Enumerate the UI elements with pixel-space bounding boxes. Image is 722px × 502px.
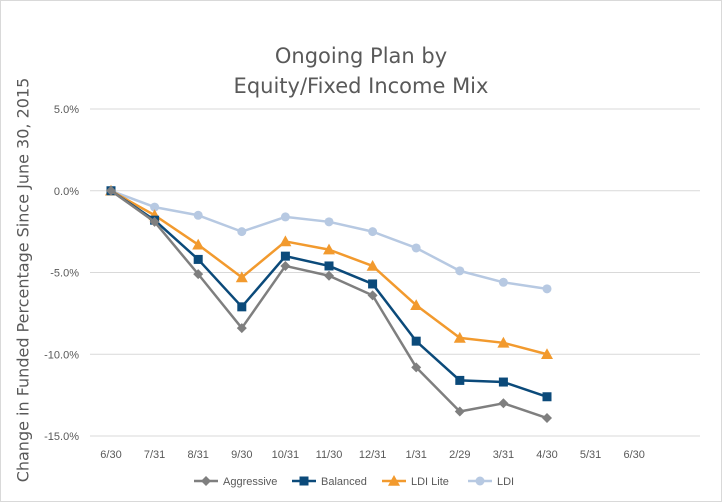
data-point-ldi-lite — [453, 331, 466, 343]
data-point-aggressive — [411, 362, 422, 373]
data-point-ldi — [280, 212, 290, 222]
data-point-ldi-lite — [497, 336, 510, 348]
x-tick-label: 6/30 — [100, 449, 121, 461]
legend-marker-ldi-lite — [388, 475, 400, 486]
y-tick-label: -5.0% — [50, 268, 79, 280]
data-point-ldi — [324, 217, 334, 227]
data-point-aggressive — [193, 269, 204, 280]
data-point-ldi — [411, 243, 421, 253]
chart-title-line-1: Ongoing Plan by — [274, 44, 448, 68]
data-point-balanced — [455, 375, 465, 385]
data-point-balanced — [280, 251, 290, 261]
data-point-ldi-lite — [323, 243, 335, 255]
x-tick-label: 8/31 — [187, 449, 208, 461]
legend-marker-ldi — [475, 476, 485, 486]
x-tick-label: 10/31 — [272, 449, 300, 461]
x-tick-label: 1/31 — [405, 449, 426, 461]
data-point-balanced — [193, 254, 203, 264]
data-point-balanced — [411, 336, 421, 346]
x-tick-label: 6/30 — [623, 449, 644, 461]
data-point-ldi-lite — [541, 348, 553, 360]
data-point-aggressive — [454, 406, 465, 417]
legend-label-balanced: Balanced — [321, 476, 367, 488]
data-point-balanced — [324, 261, 334, 271]
legend-marker-aggressive — [201, 476, 211, 486]
x-tick-label: 7/31 — [144, 449, 165, 461]
data-point-ldi — [455, 266, 465, 276]
data-point-aggressive — [367, 290, 378, 301]
data-point-ldi-lite — [279, 235, 292, 247]
x-tick-label: 11/30 — [316, 449, 343, 461]
data-point-aggressive — [280, 260, 291, 271]
legend-marker-balanced — [299, 476, 309, 486]
legend-label-ldi-lite: LDI Lite — [411, 476, 449, 488]
data-point-ldi — [193, 210, 203, 220]
data-point-ldi — [498, 277, 508, 287]
data-point-ldi — [237, 227, 247, 237]
x-tick-label: 12/31 — [359, 449, 387, 461]
data-point-ldi-lite — [366, 259, 379, 271]
data-point-ldi — [150, 202, 160, 212]
x-tick-label: 3/31 — [493, 449, 514, 461]
data-point-balanced — [368, 279, 378, 289]
data-point-ldi-lite — [410, 299, 423, 310]
data-point-ldi — [542, 284, 552, 294]
x-tick-label: 9/30 — [231, 449, 252, 461]
x-tick-label: 2/29 — [449, 449, 470, 461]
data-point-aggressive — [542, 413, 552, 424]
data-point-balanced — [542, 392, 552, 402]
data-point-aggressive — [106, 185, 116, 196]
data-point-aggressive — [236, 323, 247, 334]
x-tick-label: 4/30 — [536, 449, 557, 461]
data-point-ldi-lite — [192, 238, 205, 250]
y-tick-label: -10.0% — [44, 349, 79, 361]
legend-label-ldi: LDI — [497, 476, 514, 488]
data-point-balanced — [498, 377, 508, 387]
legend-label-aggressive: Aggressive — [223, 476, 277, 488]
chart-title-line-2: Equity/Fixed Income Mix — [233, 74, 489, 98]
y-tick-label: 0.0% — [54, 186, 79, 198]
data-point-ldi — [368, 227, 378, 237]
x-tick-label: 5/31 — [580, 449, 601, 461]
y-tick-label: 5.0% — [54, 104, 79, 116]
y-tick-label: -15.0% — [44, 431, 79, 443]
data-point-balanced — [237, 302, 247, 312]
data-point-aggressive — [498, 398, 509, 409]
data-point-ldi-lite — [235, 271, 248, 283]
data-point-aggressive — [149, 216, 160, 227]
data-point-aggressive — [324, 270, 334, 281]
